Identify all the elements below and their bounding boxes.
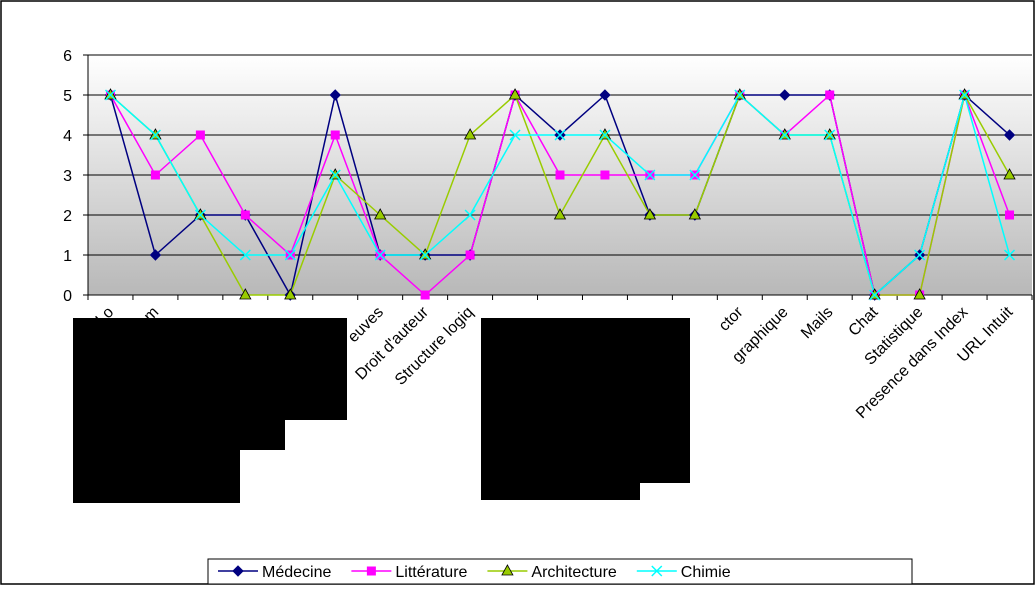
y-tick-label: 6 xyxy=(63,48,72,65)
marker xyxy=(825,90,835,100)
marker xyxy=(239,249,251,261)
marker xyxy=(366,566,376,576)
marker xyxy=(150,170,160,180)
marker xyxy=(149,129,161,141)
marker xyxy=(644,169,656,181)
redaction xyxy=(481,318,690,483)
marker xyxy=(374,249,386,261)
legend-label: Médecine xyxy=(262,564,331,581)
marker xyxy=(104,89,117,101)
marker xyxy=(1003,129,1016,141)
marker xyxy=(508,88,522,100)
marker xyxy=(553,208,567,220)
marker xyxy=(779,89,791,101)
marker xyxy=(463,128,477,140)
marker xyxy=(869,289,881,301)
marker xyxy=(329,89,341,101)
marker xyxy=(1003,168,1016,180)
marker xyxy=(464,209,476,221)
marker xyxy=(149,249,162,261)
marker xyxy=(689,169,701,181)
marker xyxy=(1003,249,1016,261)
legend-label: Chimie xyxy=(681,564,731,581)
marker xyxy=(824,129,836,141)
marker xyxy=(643,208,657,220)
marker xyxy=(194,209,206,221)
marker xyxy=(509,129,521,141)
marker xyxy=(600,170,610,180)
legend-box xyxy=(207,558,913,585)
redaction xyxy=(73,418,285,450)
marker xyxy=(329,169,341,181)
marker xyxy=(914,249,926,261)
legend-label: Architecture xyxy=(531,564,616,581)
y-tick-label: 4 xyxy=(63,128,72,145)
marker xyxy=(232,565,244,577)
marker xyxy=(195,130,205,140)
marker xyxy=(651,565,663,577)
marker xyxy=(420,290,430,300)
marker xyxy=(419,249,431,261)
marker xyxy=(239,288,252,300)
y-tick-label: 1 xyxy=(63,248,72,265)
marker xyxy=(688,208,702,220)
redaction xyxy=(73,448,240,503)
marker xyxy=(734,89,746,101)
marker xyxy=(501,564,514,576)
redaction xyxy=(481,481,640,500)
y-tick-label: 2 xyxy=(63,208,72,225)
legend-label: Littérature xyxy=(395,564,467,581)
marker xyxy=(599,129,611,141)
marker xyxy=(959,89,971,101)
marker xyxy=(284,249,296,261)
redaction xyxy=(73,318,347,420)
marker xyxy=(555,170,565,180)
marker xyxy=(330,130,340,140)
marker xyxy=(599,89,611,101)
marker xyxy=(465,250,475,260)
y-tick-label: 5 xyxy=(63,88,72,105)
marker xyxy=(1005,210,1015,220)
redactions xyxy=(73,318,690,503)
marker xyxy=(913,288,926,300)
marker xyxy=(374,208,387,220)
marker xyxy=(240,210,250,220)
y-tick-label: 3 xyxy=(63,168,72,185)
marker xyxy=(554,129,566,141)
y-tick-label: 0 xyxy=(63,288,72,305)
marker xyxy=(284,288,297,300)
marker xyxy=(779,129,791,141)
